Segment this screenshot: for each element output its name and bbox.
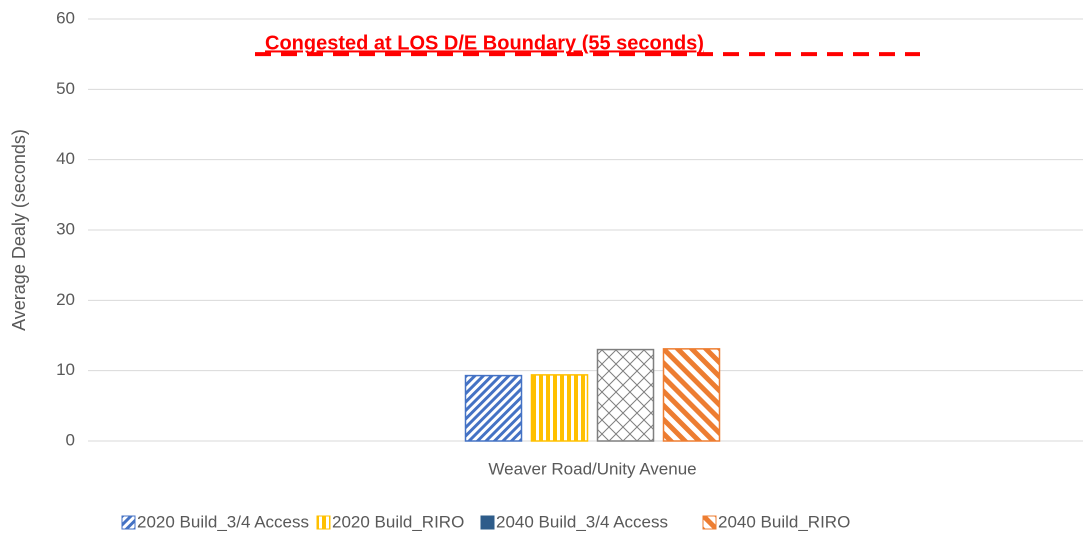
y-tick-label: 10 [56, 360, 75, 379]
y-axis-label: Average Dealy (seconds) [9, 129, 29, 331]
legend-label: 2020 Build_3/4 Access [137, 512, 309, 531]
bar [530, 374, 589, 442]
legend-swatch [121, 515, 136, 530]
y-tick-label: 40 [56, 149, 75, 168]
y-tick-label: 20 [56, 290, 75, 309]
legend-swatch [316, 515, 331, 530]
threshold-label: Congested at LOS D/E Boundary (55 second… [265, 32, 704, 54]
y-tick-label: 50 [56, 79, 75, 98]
y-tick-label: 60 [56, 8, 75, 27]
legend-label: 2040 Build_3/4 Access [496, 512, 668, 531]
legend-swatch [702, 515, 717, 530]
legend-label: 2020 Build_RIRO [332, 512, 464, 531]
bar [662, 348, 721, 442]
bar [464, 374, 523, 442]
y-tick-label: 0 [66, 430, 75, 449]
legend-swatch [480, 515, 495, 530]
x-tick-label: Weaver Road/Unity Avenue [488, 459, 696, 478]
legend-label: 2040 Build_RIRO [718, 512, 850, 531]
y-tick-label: 30 [56, 219, 75, 238]
bar [596, 348, 655, 442]
